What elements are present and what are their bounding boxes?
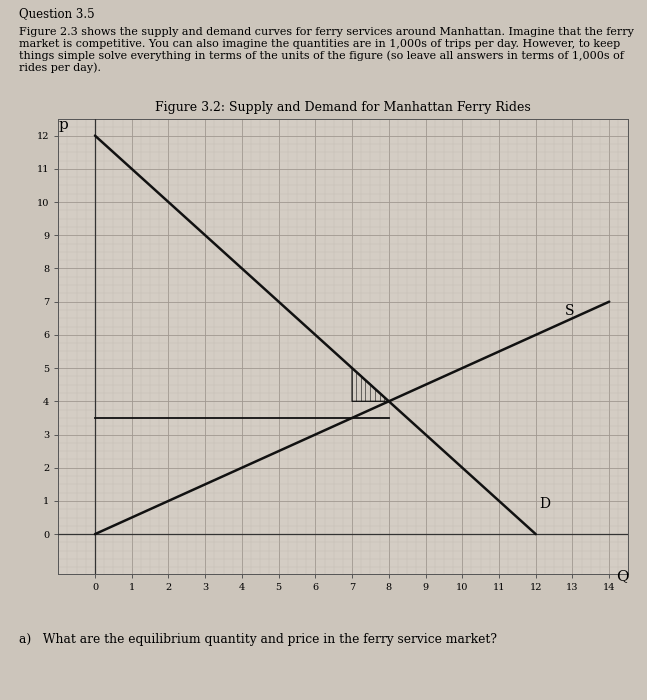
Title: Figure 3.2: Supply and Demand for Manhattan Ferry Rides: Figure 3.2: Supply and Demand for Manhat… [155,101,531,113]
Text: p: p [59,118,69,132]
Text: D: D [540,496,551,510]
Text: a)   What are the equilibrium quantity and price in the ferry service market?: a) What are the equilibrium quantity and… [19,634,498,647]
Text: Q: Q [616,569,628,583]
Text: Question 3.5: Question 3.5 [19,7,95,20]
Text: Figure 2.3 shows the supply and demand curves for ferry services around Manhatta: Figure 2.3 shows the supply and demand c… [19,27,634,74]
Text: S: S [565,304,575,318]
